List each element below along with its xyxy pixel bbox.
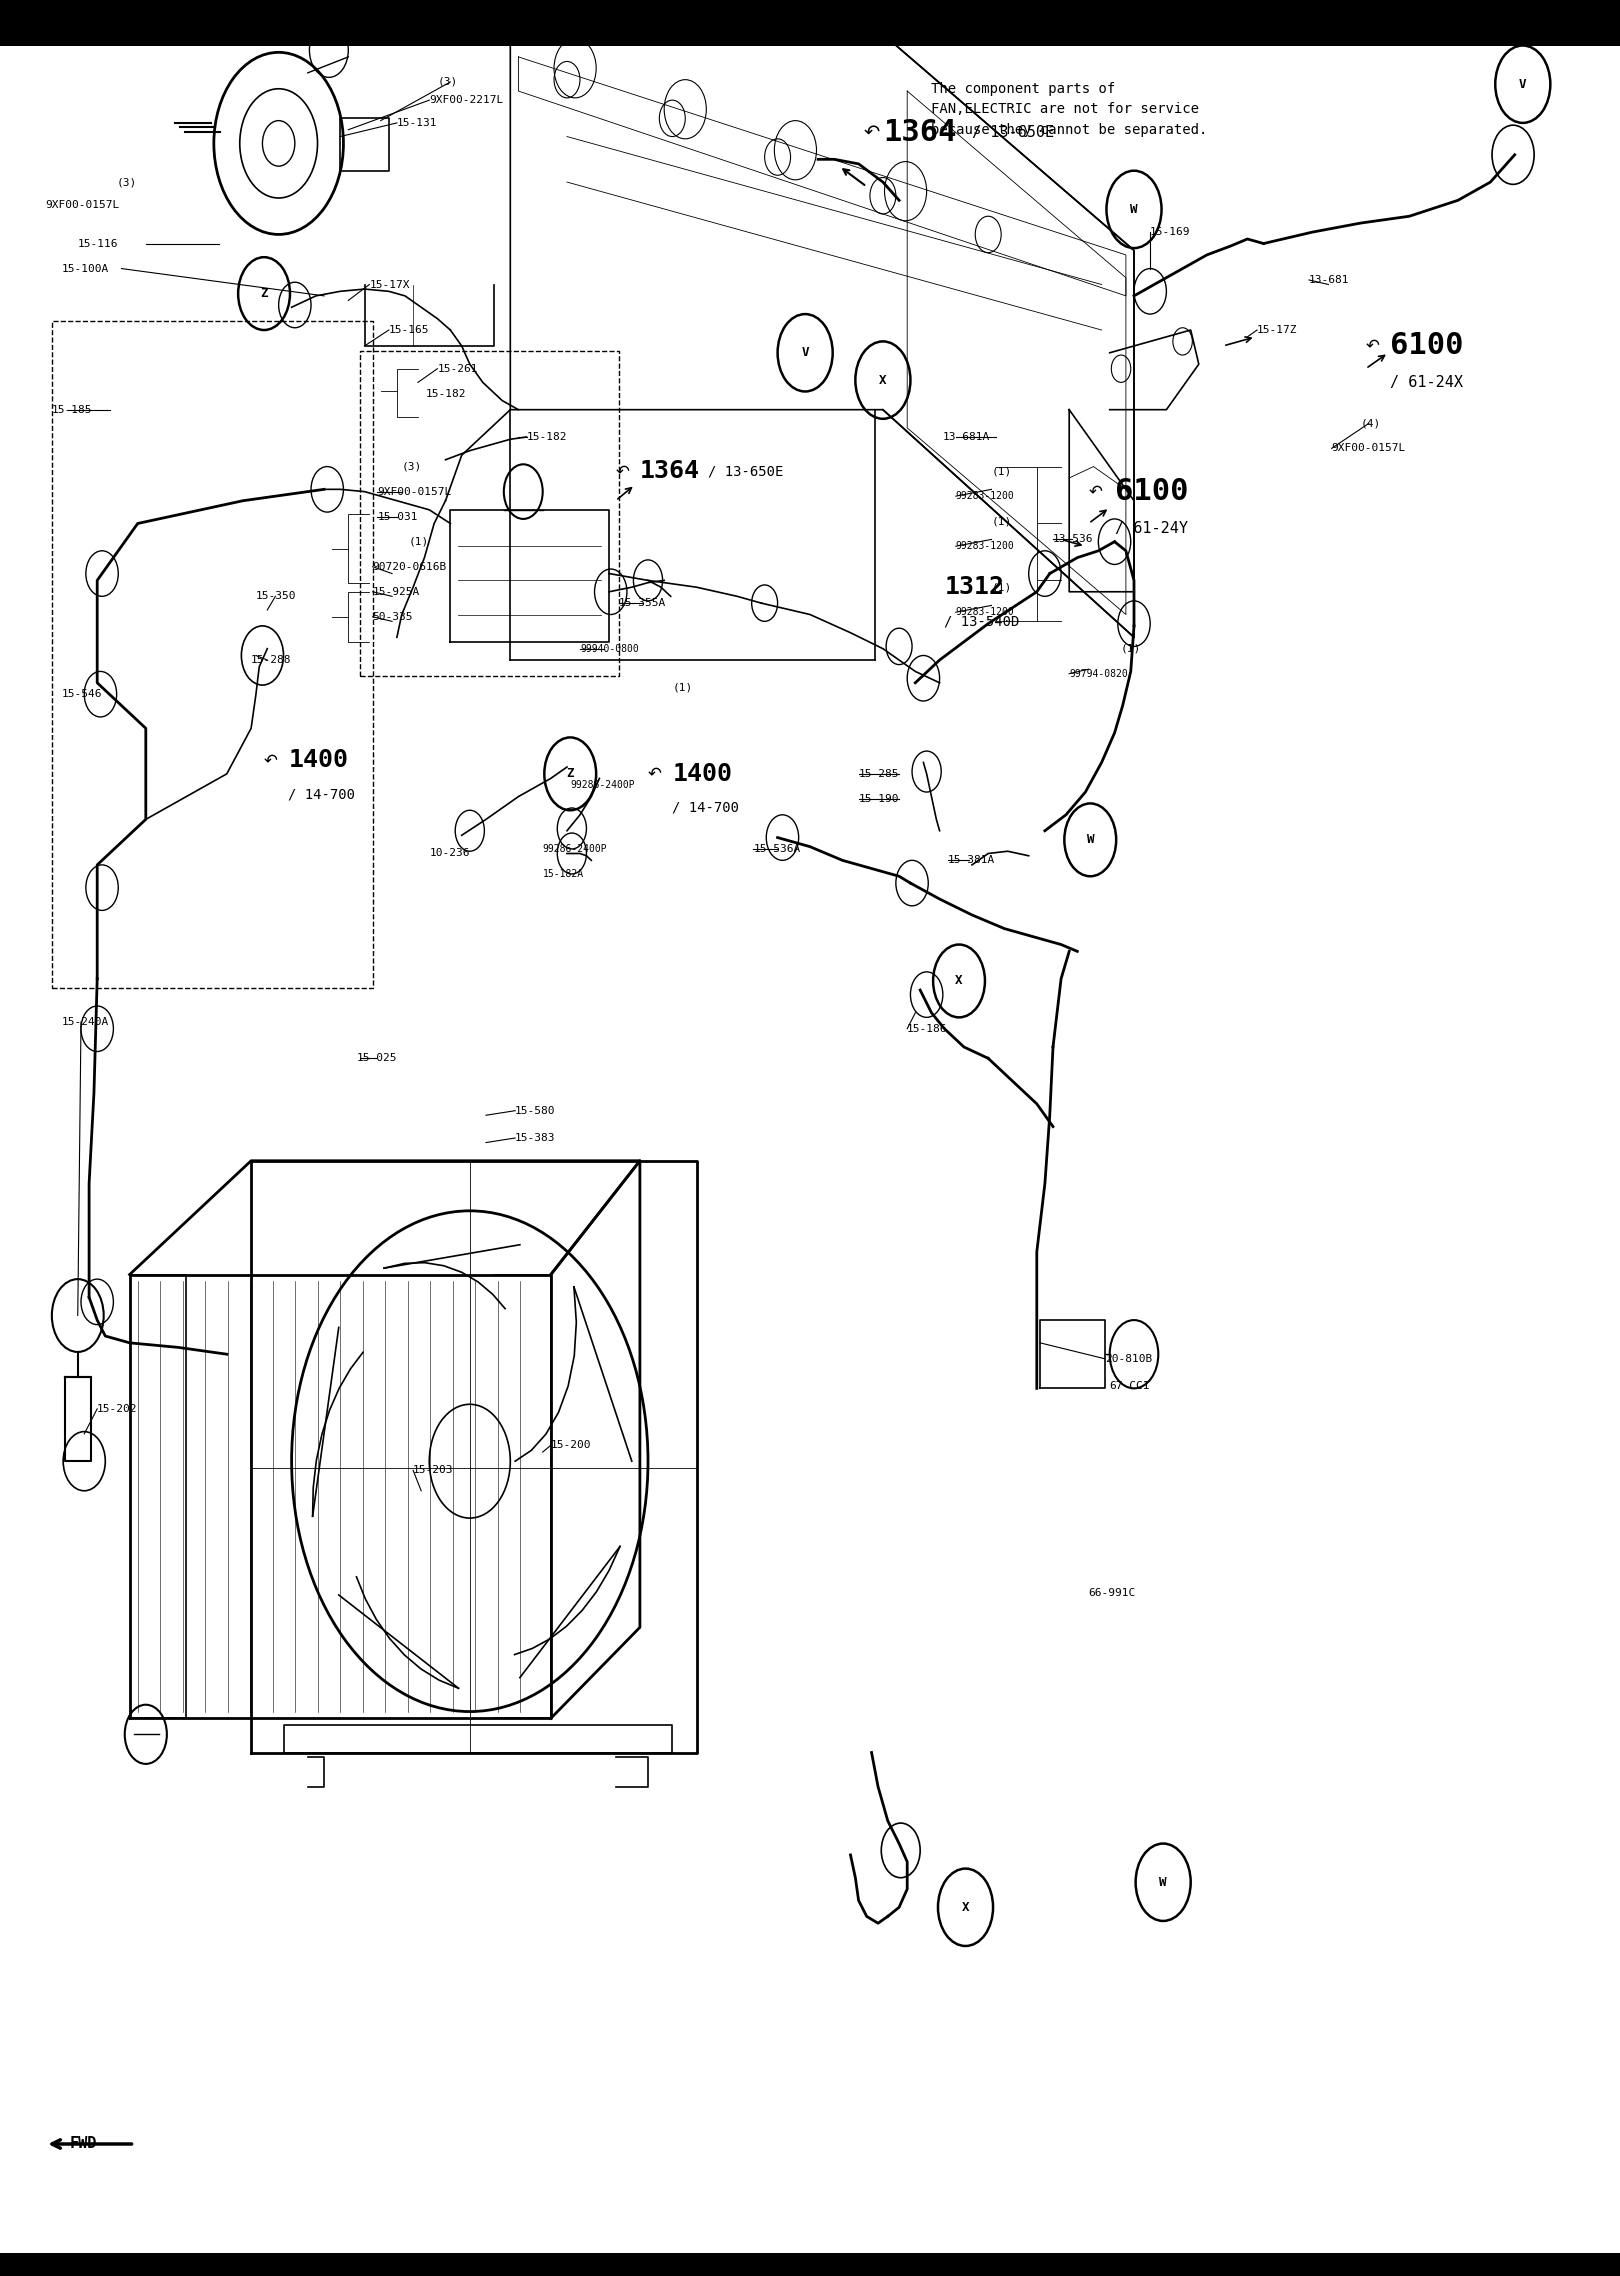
Text: (1): (1) <box>991 467 1011 476</box>
Text: X: X <box>880 373 886 387</box>
Text: 15-031: 15-031 <box>377 512 418 521</box>
Text: 99283-1200: 99283-1200 <box>956 542 1014 551</box>
Text: 15-288: 15-288 <box>251 655 292 665</box>
Text: 9XF00-0157L: 9XF00-0157L <box>377 487 452 496</box>
Text: 13-681: 13-681 <box>1309 275 1349 284</box>
Text: 15-350: 15-350 <box>256 592 296 601</box>
Text: 99794-0820: 99794-0820 <box>1069 669 1128 678</box>
Text: 99940-0800: 99940-0800 <box>580 644 638 653</box>
Text: (3): (3) <box>437 77 458 86</box>
Text: (3): (3) <box>402 462 421 471</box>
Text: V: V <box>1520 77 1526 91</box>
Text: 15-116: 15-116 <box>78 239 118 248</box>
Text: 15-240A: 15-240A <box>62 1017 109 1026</box>
Text: 9XF00-2217L: 9XF00-2217L <box>429 96 504 105</box>
Text: ↶: ↶ <box>648 765 663 783</box>
Text: (1): (1) <box>1121 644 1140 653</box>
Text: / 13-650E: / 13-650E <box>972 125 1055 139</box>
Text: 15-580: 15-580 <box>515 1106 556 1115</box>
Text: ↶: ↶ <box>1366 337 1380 355</box>
Text: 15-165: 15-165 <box>389 325 429 335</box>
Text: X: X <box>962 1900 969 1914</box>
Text: / 13-650E: / 13-650E <box>708 464 784 478</box>
Text: 10-236: 10-236 <box>429 849 470 858</box>
Text: 15-17Z: 15-17Z <box>1257 325 1298 335</box>
Text: / 14-700: / 14-700 <box>288 787 355 801</box>
Text: (1): (1) <box>991 517 1011 526</box>
Text: 66-991C: 66-991C <box>1089 1589 1136 1598</box>
Text: 15-190: 15-190 <box>859 794 899 803</box>
Text: The component parts of
FAN,ELECTRIC are not for service
because they cannot be s: The component parts of FAN,ELECTRIC are … <box>931 82 1209 137</box>
Text: 15-17X: 15-17X <box>369 280 410 289</box>
Text: 1364: 1364 <box>883 118 956 146</box>
Text: 15-925A: 15-925A <box>373 587 420 596</box>
Text: Z: Z <box>567 767 573 781</box>
Text: 15-182: 15-182 <box>426 389 467 398</box>
Text: 99283-1200: 99283-1200 <box>956 492 1014 501</box>
Text: (3): (3) <box>117 178 136 187</box>
Text: (1): (1) <box>672 683 692 692</box>
Text: W: W <box>1160 1875 1166 1889</box>
Text: 15-182A: 15-182A <box>543 869 583 879</box>
Text: Z: Z <box>261 287 267 300</box>
Text: ↶: ↶ <box>863 123 880 141</box>
Text: 15-355A: 15-355A <box>619 599 666 608</box>
Text: (4): (4) <box>1361 419 1380 428</box>
Text: 15-546: 15-546 <box>62 690 102 699</box>
Text: 99286-2400P: 99286-2400P <box>570 781 635 790</box>
Text: 13-536: 13-536 <box>1053 535 1094 544</box>
Text: 90720-0616B: 90720-0616B <box>373 562 447 571</box>
Text: 15-261: 15-261 <box>437 364 478 373</box>
Text: 15-200: 15-200 <box>551 1441 591 1450</box>
Text: 15-202: 15-202 <box>97 1404 138 1413</box>
Text: 13-681A: 13-681A <box>943 432 990 442</box>
Text: W: W <box>1131 203 1137 216</box>
Text: 15-536A: 15-536A <box>753 844 800 854</box>
Text: 20-810B: 20-810B <box>1105 1354 1152 1363</box>
Text: 1400: 1400 <box>288 749 348 772</box>
FancyBboxPatch shape <box>0 0 1620 46</box>
Text: 15-203: 15-203 <box>413 1466 454 1475</box>
Text: 15-025: 15-025 <box>356 1054 397 1063</box>
Text: 6100: 6100 <box>1115 478 1187 505</box>
Text: 9XF00-0157L: 9XF00-0157L <box>1332 444 1406 453</box>
Text: 50-335: 50-335 <box>373 612 413 621</box>
Text: ↶: ↶ <box>1089 483 1103 501</box>
Text: W: W <box>1087 833 1094 847</box>
Text: 15-186: 15-186 <box>907 1024 948 1033</box>
Text: 15-169: 15-169 <box>1150 228 1191 237</box>
Text: 15-285: 15-285 <box>859 769 899 778</box>
Text: 15-381A: 15-381A <box>948 856 995 865</box>
Text: V: V <box>802 346 808 360</box>
Text: 15-185: 15-185 <box>52 405 92 414</box>
Text: 15-100A: 15-100A <box>62 264 109 273</box>
Text: (1): (1) <box>408 537 428 546</box>
Text: 6100: 6100 <box>1390 332 1463 360</box>
Text: ↶: ↶ <box>616 462 630 480</box>
Text: 1312: 1312 <box>944 576 1004 599</box>
Text: 1400: 1400 <box>672 762 732 785</box>
Text: 15-131: 15-131 <box>397 118 437 127</box>
Text: / 14-700: / 14-700 <box>672 801 739 815</box>
Text: FWD: FWD <box>70 2137 97 2151</box>
Text: / 61-24Y: / 61-24Y <box>1115 521 1187 535</box>
FancyBboxPatch shape <box>0 2253 1620 2276</box>
Text: 99283-1200: 99283-1200 <box>956 608 1014 617</box>
Text: X: X <box>956 974 962 988</box>
Text: / 13-540D: / 13-540D <box>944 615 1021 628</box>
Text: ↶: ↶ <box>264 751 279 769</box>
Text: 15-383: 15-383 <box>515 1133 556 1143</box>
Text: (1): (1) <box>991 583 1011 592</box>
Text: 67-CC1: 67-CC1 <box>1110 1382 1150 1391</box>
Text: 99286-2400P: 99286-2400P <box>543 844 608 854</box>
Text: / 61-24X: / 61-24X <box>1390 376 1463 389</box>
Text: 15-182: 15-182 <box>526 432 567 442</box>
Text: 1364: 1364 <box>640 460 700 483</box>
Text: 9XF00-0157L: 9XF00-0157L <box>45 200 120 209</box>
